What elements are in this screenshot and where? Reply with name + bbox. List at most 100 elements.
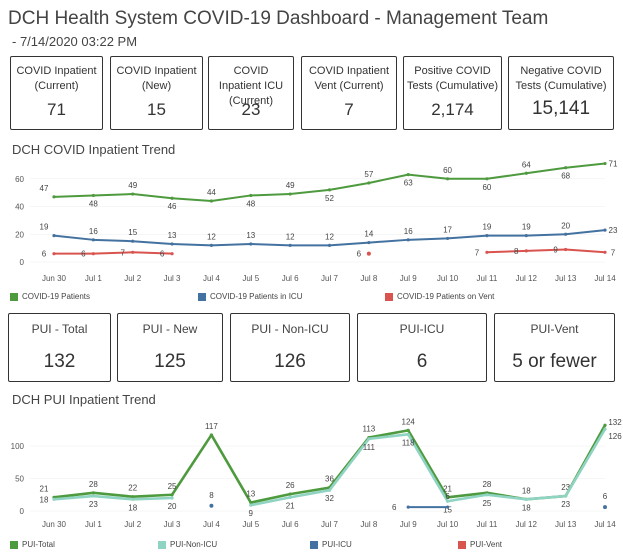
data-point <box>52 195 56 199</box>
kpi-pui-non-icu[interactable]: PUI - Non-ICU 126 <box>230 313 350 382</box>
data-label: 47 <box>40 184 49 193</box>
data-label: 6 <box>392 503 397 512</box>
x-tick-label: Jul 10 <box>437 274 459 283</box>
data-point <box>91 494 95 498</box>
x-tick-label: Jul 6 <box>282 520 299 529</box>
data-label: 111 <box>363 443 376 452</box>
data-label: 6 <box>357 250 362 259</box>
data-point <box>249 503 253 507</box>
kpi-negative-tests[interactable]: Negative COVID Tests (Cumulative) 15,141 <box>508 56 614 130</box>
data-label: 20 <box>561 221 570 230</box>
legend-pui-total[interactable]: PUI-Total <box>10 540 55 549</box>
legend-covid-patients[interactable]: COVID-19 Patients <box>10 292 90 301</box>
data-point <box>564 247 568 252</box>
kpi-label: PUI-Vent <box>530 322 579 336</box>
x-tick-label: Jul 12 <box>516 520 538 529</box>
data-point <box>249 242 253 246</box>
data-label: 23 <box>89 500 98 509</box>
data-point <box>52 252 56 256</box>
kpi-value: 7 <box>344 100 354 119</box>
data-label: 7 <box>611 248 616 257</box>
x-tick-label: Jul 1 <box>85 520 102 529</box>
legend-swatch-blue <box>198 292 206 301</box>
data-label: 12 <box>286 232 295 241</box>
kpi-pui-icu[interactable]: PUI-ICU 6 <box>357 313 487 382</box>
data-label: 126 <box>608 432 622 441</box>
legend-covid-icu[interactable]: COVID-19 Patients in ICU <box>198 292 302 301</box>
data-point <box>564 494 568 498</box>
data-point <box>52 234 56 238</box>
kpi-covid-inpatient-current[interactable]: COVID Inpatient (Current) 71 <box>10 56 103 130</box>
data-point <box>327 488 332 492</box>
data-label: 23 <box>561 483 570 492</box>
kpi-value: 2,174 <box>431 100 474 119</box>
x-tick-label: Jul 8 <box>360 274 377 283</box>
data-point <box>406 428 410 432</box>
kpi-covid-inpatient-new[interactable]: COVID Inpatient (New) 15 <box>110 56 203 130</box>
kpi-value: 15 <box>147 100 166 119</box>
data-label: 68 <box>561 172 570 181</box>
data-point <box>327 188 332 192</box>
kpi-positive-tests[interactable]: Positive COVID Tests (Cumulative) 2,174 <box>403 56 502 130</box>
data-label: 57 <box>364 170 373 179</box>
data-point <box>445 499 450 503</box>
data-label: 18 <box>128 503 137 512</box>
data-point <box>131 495 135 499</box>
kpi-pui-new[interactable]: PUI - New 125 <box>117 313 223 382</box>
data-point <box>445 505 450 509</box>
data-label: 13 <box>246 231 255 240</box>
kpi-pui-vent[interactable]: PUI-Vent 5 or fewer <box>494 313 615 382</box>
legend-pui-icu[interactable]: PUI-ICU <box>310 540 352 549</box>
data-label: 6 <box>81 250 86 259</box>
kpi-value: 6 <box>416 351 428 372</box>
data-label: 7 <box>120 248 125 257</box>
kpi-value: 126 <box>274 351 306 372</box>
x-tick-label: Jul 5 <box>242 520 259 529</box>
legend-label: PUI-Total <box>22 540 55 549</box>
data-point <box>366 251 371 256</box>
data-point <box>485 177 489 181</box>
data-label: 113 <box>362 425 375 434</box>
data-point <box>524 249 528 253</box>
data-point <box>327 243 332 247</box>
y-tick-label: 50 <box>15 475 24 484</box>
data-point <box>288 495 292 499</box>
data-label: 15 <box>128 228 137 237</box>
data-point <box>485 234 489 238</box>
data-point <box>603 161 607 166</box>
data-point <box>603 250 607 254</box>
x-tick-label: Jul 11 <box>477 520 498 529</box>
legend-pui-non-icu[interactable]: PUI-Non-ICU <box>158 540 217 549</box>
x-tick-label: Jul 3 <box>164 274 181 283</box>
kpi-label: COVID Inpatient (New) <box>116 65 197 92</box>
kpi-value: 132 <box>43 351 76 372</box>
kpi-pui-total[interactable]: PUI - Total 132 <box>8 313 111 382</box>
data-point <box>91 491 95 495</box>
legend-pui-vent[interactable]: PUI-Vent <box>458 540 502 549</box>
data-point <box>131 192 135 196</box>
legend-label: COVID-19 Patients in ICU <box>210 292 303 301</box>
data-point <box>209 199 214 203</box>
y-tick-label: 0 <box>20 258 25 267</box>
data-point <box>249 193 253 198</box>
data-label: 19 <box>482 223 491 232</box>
x-tick-label: Jul 9 <box>400 520 417 529</box>
dashboard-timestamp: - 7/14/2020 03:22 PM <box>12 34 138 49</box>
kpi-covid-inpatient-vent[interactable]: COVID Inpatient Vent (Current) 7 <box>301 56 397 130</box>
covid-inpatient-trend-chart: 0 20 40 60 Jun 30 Jul 1 Jul 2 Jul 3 Jul 4 Jul 5 Ju… <box>15 160 618 283</box>
x-tick-label: Jul 13 <box>555 274 577 283</box>
data-label: 16 <box>404 227 413 236</box>
legend-swatch-green <box>10 292 18 301</box>
series-line <box>486 248 606 254</box>
legend-covid-vent[interactable]: COVID-19 Patients on Vent <box>385 292 494 301</box>
data-point <box>249 500 253 505</box>
x-tick-label: Jul 12 <box>516 274 538 283</box>
data-point <box>564 232 568 236</box>
kpi-label: COVID Inpatient (Current) <box>16 65 97 92</box>
kpi-covid-inpatient-icu[interactable]: COVID Inpatient ICU (Current) 23 <box>208 56 294 130</box>
data-point <box>564 166 568 170</box>
data-point <box>367 240 371 245</box>
x-tick-label: Jul 7 <box>321 520 338 529</box>
data-point <box>367 181 371 185</box>
kpi-value: 15,141 <box>531 98 591 119</box>
